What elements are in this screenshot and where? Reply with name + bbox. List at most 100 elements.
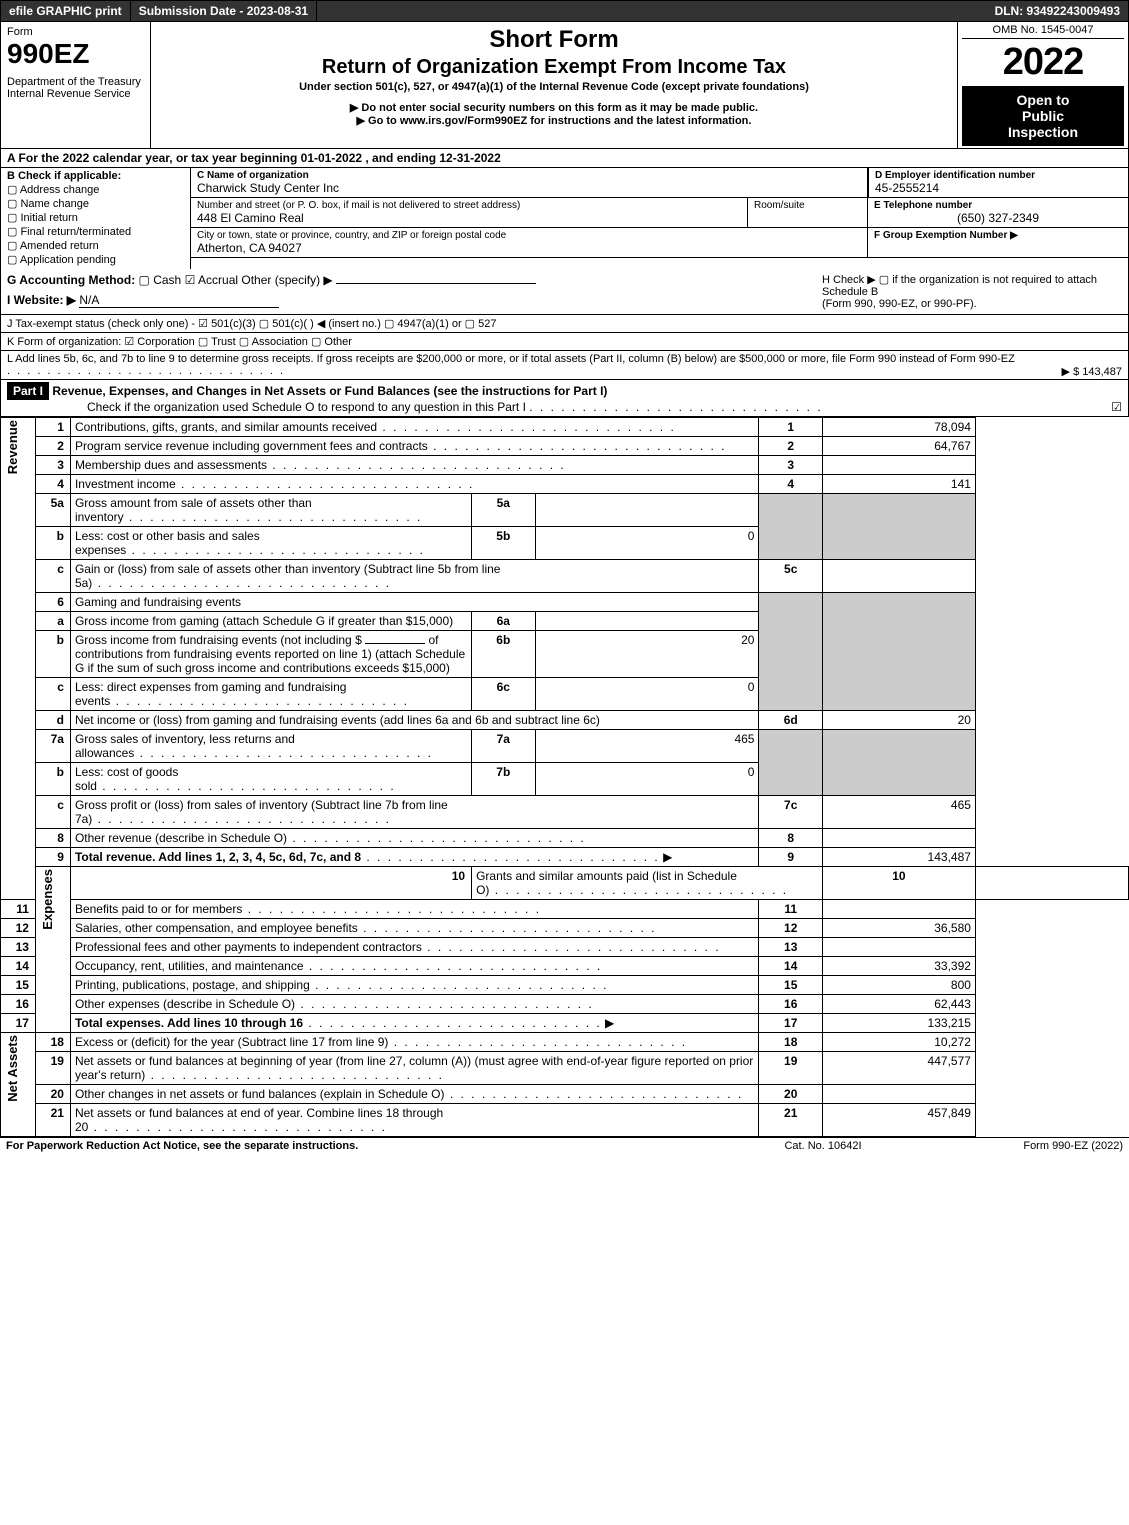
part-i-dots [529,400,822,414]
e-phone-label: E Telephone number [874,200,1122,211]
r4-d: Investment income [75,477,474,491]
g-other[interactable]: Other (specify) ▶ [241,273,332,287]
part-i-sched-o-check[interactable]: ☑ [1111,400,1122,414]
r17-arrow [602,1016,615,1030]
r8-n: 8 [35,829,70,848]
b-title: B Check if applicable: [7,170,184,182]
r17-n: 17 [1,1014,36,1033]
r6b-d: Gross income from fundraising events (no… [70,631,471,678]
cb-initial-return[interactable]: Initial return [7,211,184,224]
r12-d: Salaries, other compensation, and employ… [75,921,657,935]
omb-number: OMB No. 1545-0047 [962,24,1124,39]
row-16: 16 Other expenses (describe in Schedule … [1,995,1129,1014]
r19-d: Net assets or fund balances at beginning… [75,1054,753,1082]
r11-amt [822,900,975,919]
row-14: 14 Occupancy, rent, utilities, and maint… [1,957,1129,976]
form-number: 990EZ [7,38,144,70]
footer-center: Cat. No. 10642I [723,1140,923,1152]
room-cell: Room/suite [748,198,868,227]
r19-rn: 19 [759,1052,822,1085]
g-cash[interactable]: Cash [139,273,182,287]
r6b-blank[interactable] [365,643,425,644]
cb-amended-return[interactable]: Amended return [7,239,184,252]
r14-d: Occupancy, rent, utilities, and maintena… [75,959,602,973]
r8-rn: 8 [759,829,822,848]
row-7c: c Gross profit or (loss) from sales of i… [1,796,1129,829]
line-a-tax-year: A For the 2022 calendar year, or tax yea… [0,149,1129,168]
expenses-vlabel: Expenses [35,867,70,1033]
cb-application-pending[interactable]: Application pending [7,253,184,266]
r12-n: 12 [1,919,36,938]
r7c-d: Gross profit or (loss) from sales of inv… [75,798,448,826]
r6a-bval [535,612,759,631]
r6d-d: Net income or (loss) from gaming and fun… [70,711,759,730]
form-word: Form [7,26,144,38]
l-amount: ▶ $ 143,487 [1062,365,1122,378]
r7b-n: b [35,763,70,796]
h-text-2: (Form 990, 990-EZ, or 990-PF). [822,298,1122,310]
r8-d: Other revenue (describe in Schedule O) [75,831,586,845]
open-line-3: Inspection [966,124,1120,140]
row-17: 17 Total expenses. Add lines 10 through … [1,1014,1129,1033]
tax-year: 2022 [962,41,1124,84]
r15-d: Printing, publications, postage, and shi… [75,978,609,992]
row-5c: c Gain or (loss) from sale of assets oth… [1,560,1129,593]
g-label: G Accounting Method: [7,273,135,287]
street-value: 448 El Camino Real [197,211,741,225]
header-right: OMB No. 1545-0047 2022 Open to Public In… [958,22,1128,148]
r5a-d: Gross amount from sale of assets other t… [75,496,422,524]
subtitle: Under section 501(c), 527, or 4947(a)(1)… [157,81,951,93]
r21-amt: 457,849 [822,1104,975,1137]
r3-n: 3 [35,456,70,475]
r5a-bval [535,494,759,527]
footer-left: For Paperwork Reduction Act Notice, see … [6,1140,723,1152]
page-footer: For Paperwork Reduction Act Notice, see … [0,1137,1129,1154]
h-schedule-b: H Check ▶ ▢ if the organization is not r… [822,273,1122,310]
cb-name-change[interactable]: Name change [7,197,184,210]
part-i-label: Part I [7,382,49,400]
note-ssn: ▶ Do not enter social security numbers o… [157,101,951,114]
c-name-label: C Name of organization [197,170,861,181]
r2-n: 2 [35,437,70,456]
r9-arrow [660,850,673,864]
row-19: 19 Net assets or fund balances at beginn… [1,1052,1129,1085]
cb-address-change[interactable]: Address change [7,183,184,196]
dept-line-2: Internal Revenue Service [7,88,144,100]
col-e: E Telephone number (650) 327-2349 [868,198,1128,227]
open-to-public: Open to Public Inspection [962,86,1124,146]
r7b-d: Less: cost of goods sold [75,765,396,793]
r1-d: Contributions, gifts, grants, and simila… [75,420,676,434]
r6d-rn: 6d [759,711,822,730]
g-other-field[interactable] [336,283,536,284]
header-left: Form 990EZ Department of the Treasury In… [1,22,151,148]
r7c-rn: 7c [759,796,822,829]
r1-amt: 78,094 [822,418,975,437]
r6b-box: 6b [472,631,535,678]
row-8: 8 Other revenue (describe in Schedule O)… [1,829,1129,848]
r6c-n: c [35,678,70,711]
r16-rn: 16 [759,995,822,1014]
row-13: 13 Professional fees and other payments … [1,938,1129,957]
form-header: Form 990EZ Department of the Treasury In… [0,22,1129,149]
cb-final-return[interactable]: Final return/terminated [7,225,184,238]
i-label: I Website: ▶ [7,293,76,307]
r19-amt: 447,577 [822,1052,975,1085]
r12-rn: 12 [759,919,822,938]
title-main: Return of Organization Exempt From Incom… [157,56,951,79]
col-b-checkboxes: B Check if applicable: Address change Na… [1,168,191,269]
r13-n: 13 [1,938,36,957]
r9-n: 9 [35,848,70,867]
g-accrual[interactable]: Accrual [185,273,238,287]
r20-d: Other changes in net assets or fund bala… [75,1087,743,1101]
r5c-n: c [35,560,70,593]
top-bar: efile GRAPHIC print Submission Date - 20… [0,0,1129,22]
row-1: Revenue 1 Contributions, gifts, grants, … [1,418,1129,437]
r20-amt [822,1085,975,1104]
city-cell: City or town, state or province, country… [191,228,868,257]
r6b-bval: 20 [535,631,759,678]
row-18: Net Assets 18 Excess or (deficit) for th… [1,1033,1129,1052]
row-3: 3 Membership dues and assessments 3 [1,456,1129,475]
r6a-box: 6a [472,612,535,631]
r4-n: 4 [35,475,70,494]
r21-rn: 21 [759,1104,822,1137]
